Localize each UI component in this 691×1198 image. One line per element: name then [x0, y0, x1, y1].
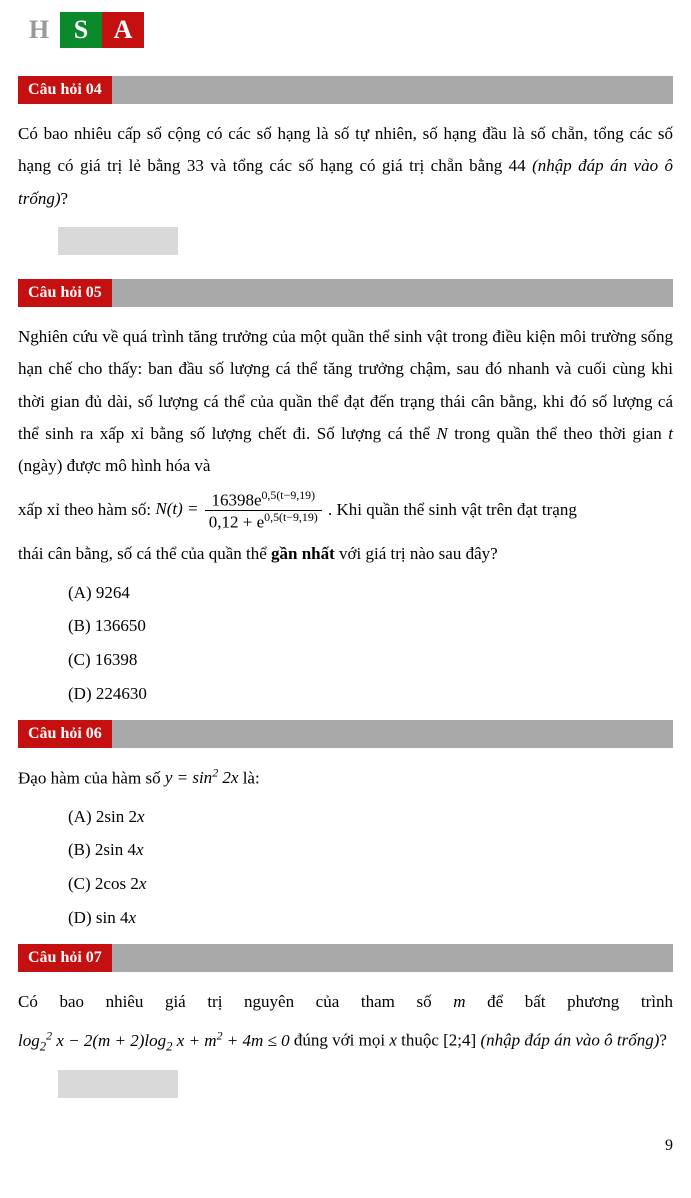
header-bar: [112, 720, 673, 748]
q05-p2-a: xấp xỉ theo hàm số:: [18, 499, 155, 518]
q07-l2-d: ?: [659, 1031, 667, 1050]
formula-numerator: 16398e0,5(t−9,19): [205, 489, 322, 511]
formula-denominator: 0,12 + e0,5(t−9,19): [205, 511, 322, 532]
den-base: 0,12 + e: [209, 513, 264, 532]
question-label: Câu hỏi 06: [18, 720, 112, 748]
header-bar: [112, 76, 673, 104]
logo-s: S: [60, 12, 102, 48]
q06-formula: y = sin2 2x: [165, 768, 239, 787]
hsa-logo: H S A: [18, 12, 144, 48]
q04-text: Có bao nhiêu cấp số cộng có các số hạng …: [18, 118, 673, 215]
q05-p3-b: với giá trị nào sau đây?: [335, 544, 498, 563]
question-label: Câu hỏi 07: [18, 944, 112, 972]
option-c[interactable]: (C) 2cos 2x: [68, 872, 673, 896]
formula-fraction: 16398e0,5(t−9,19) 0,12 + e0,5(t−9,19): [205, 489, 322, 533]
q07-var-m: m: [453, 992, 465, 1011]
option-c[interactable]: (C) 16398: [68, 648, 673, 672]
q05-options: (A) 9264 (B) 136650 (C) 16398 (D) 224630: [68, 581, 673, 706]
q07-l2-b: thuộc: [397, 1031, 443, 1050]
header-bar: [112, 944, 673, 972]
logo-h: H: [18, 12, 60, 48]
question-header-07: Câu hỏi 07: [18, 944, 673, 972]
q07-l2-a: đúng với mọi: [290, 1031, 390, 1050]
q07-l1-b: để bất phương trình: [465, 992, 673, 1011]
q04-text-qmark: ?: [61, 189, 69, 208]
option-a[interactable]: (A) 9264: [68, 581, 673, 605]
question-header-06: Câu hỏi 06: [18, 720, 673, 748]
q05-p3-bold: gần nhất: [271, 544, 335, 563]
answer-input-q07[interactable]: [58, 1070, 178, 1098]
q06-options: (A) 2sin 2x (B) 2sin 4x (C) 2cos 2x (D) …: [68, 805, 673, 930]
question-label: Câu hỏi 05: [18, 279, 112, 307]
q05-var-t: t: [668, 424, 673, 443]
option-b[interactable]: (B) 2sin 4x: [68, 838, 673, 862]
question-label: Câu hỏi 04: [18, 76, 112, 104]
q07-line2: log22 x − 2(m + 2)log2 x + m2 + 4m ≤ 0 đ…: [18, 1024, 673, 1058]
option-a[interactable]: (A) 2sin 2x: [68, 805, 673, 829]
question-header-05: Câu hỏi 05: [18, 279, 673, 307]
q07-l1-a: Có bao nhiêu giá trị nguyên của tham số: [18, 992, 453, 1011]
option-d[interactable]: (D) 224630: [68, 682, 673, 706]
q07-interval: [2;4]: [443, 1031, 476, 1050]
q05-var-N: N: [436, 424, 447, 443]
q07-formula: log22 x − 2(m + 2)log2 x + m2 + 4m ≤ 0: [18, 1031, 290, 1050]
option-b[interactable]: (B) 136650: [68, 614, 673, 638]
q05-paragraph-2: xấp xỉ theo hàm số: N(t) = 16398e0,5(t−9…: [18, 489, 673, 533]
q07-line1: Có bao nhiêu giá trị nguyên của tham số …: [18, 986, 673, 1018]
page-number: 9: [18, 1133, 673, 1159]
option-d[interactable]: (D) sin 4x: [68, 906, 673, 930]
q06-text-a: Đạo hàm của hàm số: [18, 768, 165, 787]
q05-p1-mid: trong quần thể theo thời gian: [448, 424, 669, 443]
num-base: 16398e: [211, 490, 261, 509]
q05-formula: N(t) = 16398e0,5(t−9,19) 0,12 + e0,5(t−9…: [155, 499, 328, 518]
q05-p2-b: . Khi quần thể sinh vật trên đạt trạng: [328, 499, 577, 518]
q07-hint: (nhập đáp án vào ô trống): [480, 1031, 659, 1050]
q05-paragraph-1: Nghiên cứu về quá trình tăng trưởng của …: [18, 321, 673, 482]
q05-paragraph-3: thái cân bằng, số cá thể của quần thể gầ…: [18, 538, 673, 570]
den-exp: 0,5(t−9,19): [264, 510, 318, 524]
q06-text-b: là:: [238, 768, 259, 787]
q06-text: Đạo hàm của hàm số y = sin2 2x là:: [18, 762, 673, 795]
q07-var-x: x: [389, 1031, 397, 1050]
header-bar: [112, 279, 673, 307]
num-exp: 0,5(t−9,19): [261, 488, 315, 502]
question-header-04: Câu hỏi 04: [18, 76, 673, 104]
q05-p1-end: (ngày) được mô hình hóa và: [18, 456, 210, 475]
logo-a: A: [102, 12, 144, 48]
answer-input-q04[interactable]: [58, 227, 178, 255]
formula-lhs: N(t) =: [155, 499, 198, 518]
q05-p3-a: thái cân bằng, số cá thể của quần thể: [18, 544, 271, 563]
